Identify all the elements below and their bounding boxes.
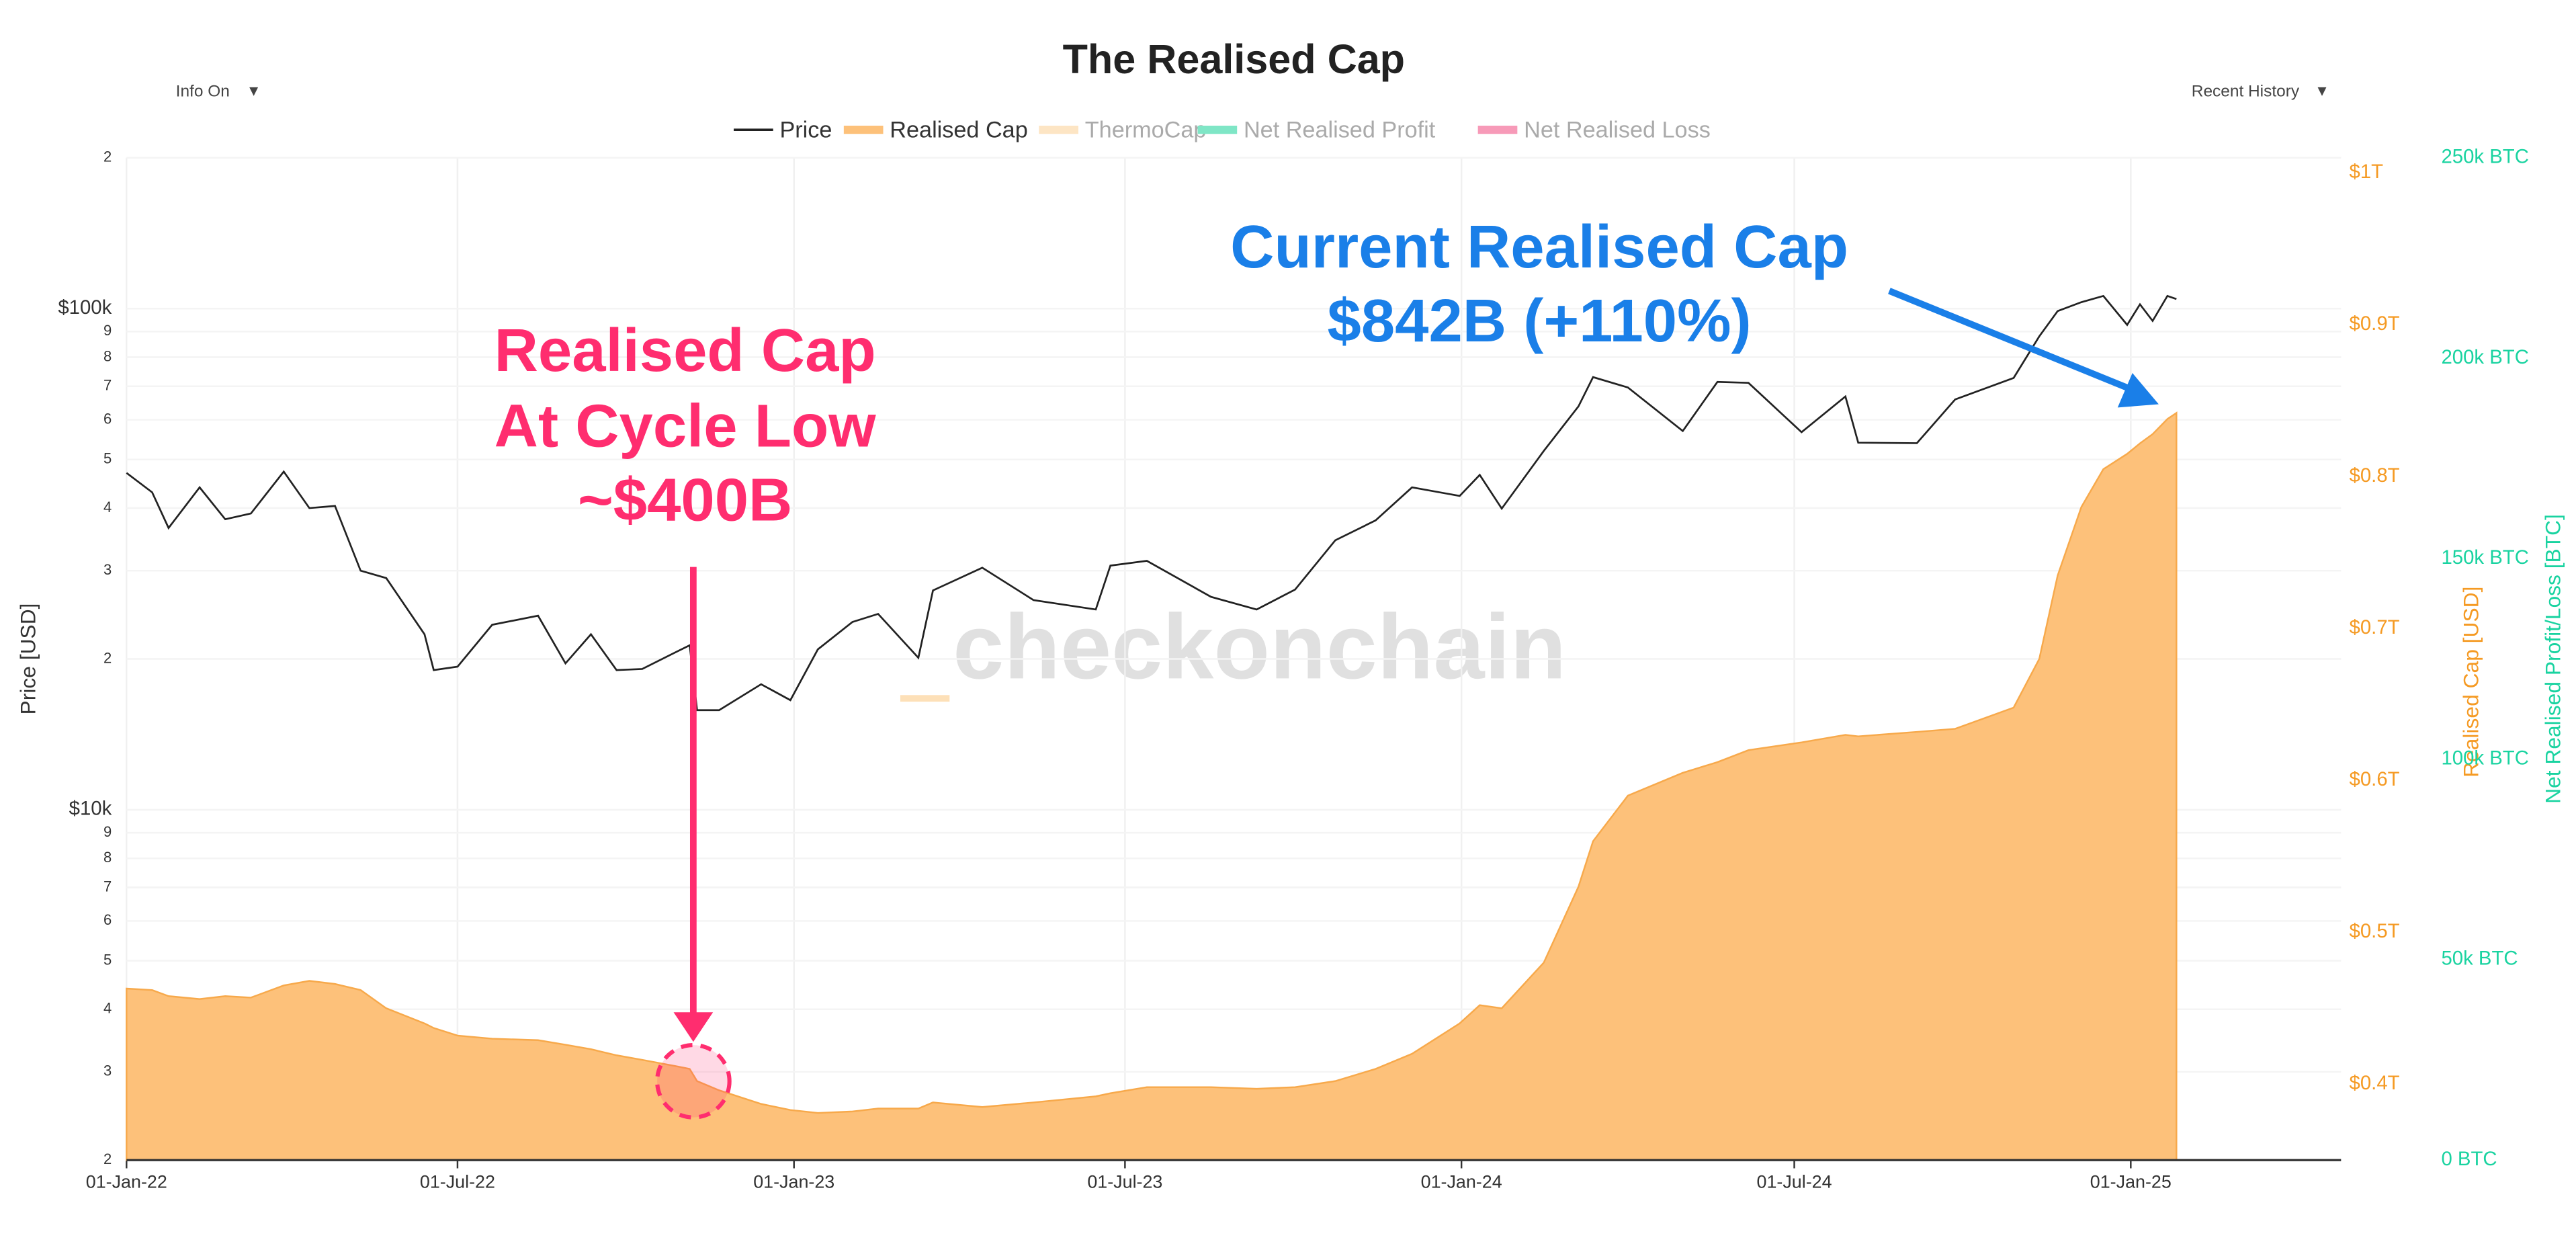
annotations: Realised Cap At Cycle Low ~$400B Current…	[495, 213, 2159, 1120]
annotation: Realised Cap	[495, 317, 876, 384]
x-tick-label: 01-Jan-25	[2090, 1172, 2172, 1192]
y3-axis-title: Net Realised Profit/Loss [BTC]	[2541, 514, 2565, 804]
y-tick-label: 6	[103, 410, 112, 427]
y3-tick-label: 250k BTC	[2441, 145, 2528, 167]
x-tick-label: 01-Jan-22	[86, 1172, 167, 1192]
y2-tick-label: $0.8T	[2350, 464, 2400, 487]
y-tick-label: $100k	[58, 296, 112, 319]
y3-tick-label: 150k BTC	[2441, 546, 2528, 569]
y-tick-label: 9	[103, 823, 112, 840]
dropdown-label[interactable]: Info On	[176, 82, 230, 100]
watermark-dash	[900, 695, 950, 702]
legend-label[interactable]: Price	[779, 118, 832, 143]
dropdown-caret[interactable]: ▼	[247, 83, 261, 99]
legend-label[interactable]: ThermoCap	[1085, 118, 1207, 143]
legend-item[interactable]: Net Realised Profit	[1197, 118, 1436, 143]
x-tick-label: 01-Jul-22	[420, 1172, 495, 1192]
y-axis-title: Price [USD]	[15, 603, 40, 715]
arrow-head	[673, 1012, 714, 1042]
y-tick-label: $10k	[69, 798, 112, 820]
legend-item[interactable]: Price	[734, 118, 832, 143]
legend-label[interactable]: Realised Cap	[890, 118, 1027, 143]
y-tick-label: 3	[103, 561, 112, 578]
y-tick-label: 4	[103, 1000, 112, 1017]
y-tick-label: 2	[103, 149, 112, 165]
annotation: $842B (+110%)	[1328, 287, 1752, 355]
arrow-head	[2117, 373, 2159, 408]
y-tick-label: 5	[103, 951, 112, 968]
plot: 01-Jan-22 01-Jul-22 01-Jan-23 01-Jul-23 01-J…	[58, 145, 2529, 1192]
y-tick-label: 3	[103, 1062, 112, 1079]
legend-item[interactable]: ThermoCap	[1039, 118, 1206, 143]
y-tick-label: 9	[103, 322, 112, 339]
y2-axis-title: Realised Cap [USD]	[2458, 587, 2483, 778]
annotation: At Cycle Low	[495, 392, 877, 460]
x-tick-label: 01-Jul-24	[1756, 1172, 1832, 1192]
dropdown-label[interactable]: Recent History	[2192, 82, 2300, 100]
y2-tick-label: $0.5T	[2350, 920, 2400, 942]
y-tick-label: 8	[103, 347, 112, 364]
y2-tick-label: $0.9T	[2350, 312, 2400, 335]
legend-item[interactable]: Net Realised Loss	[1477, 118, 1711, 143]
y-tick-label: 7	[103, 878, 112, 894]
y3-tick-label: 0 BTC	[2441, 1148, 2497, 1170]
x-tick-label: 01-Jan-23	[753, 1172, 834, 1192]
price-line	[126, 294, 2177, 712]
legend-label[interactable]: Net Realised Profit	[1244, 118, 1436, 143]
watermark: checkonchain	[953, 595, 1566, 698]
highlight-circle	[655, 1043, 732, 1120]
y3-tick-label: 200k BTC	[2441, 346, 2528, 368]
y3-tick-label: 100k BTC	[2441, 747, 2528, 769]
arrow	[1888, 288, 2129, 391]
y-tick-label: 5	[103, 450, 112, 467]
y-tick-label: 8	[103, 849, 112, 866]
y-tick-label: 6	[103, 911, 112, 928]
x-tick-label: 01-Jan-24	[1421, 1172, 1502, 1192]
annotation: ~$400B	[578, 466, 792, 534]
y-tick-label: 7	[103, 377, 112, 394]
annotation: Current Realised Cap	[1230, 213, 1848, 281]
y2-tick-label: $0.4T	[2350, 1072, 2400, 1094]
info-dropdown[interactable]: Info On ▼	[176, 82, 261, 100]
y2-tick-label: $0.7T	[2350, 616, 2400, 638]
legend-item[interactable]: Realised Cap	[843, 118, 1028, 143]
x-tick-label: 01-Jul-23	[1087, 1172, 1162, 1192]
y2-tick-label: $1T	[2350, 161, 2384, 183]
y-tick-label: 2	[103, 649, 112, 666]
chart-title: The Realised Cap	[1063, 36, 1405, 82]
legend: Price Realised Cap ThermoCap Net Realised P…	[734, 118, 1711, 143]
y-tick-label: 4	[103, 499, 112, 515]
dropdown-caret[interactable]: ▼	[2315, 83, 2329, 99]
y3-tick-label: 50k BTC	[2441, 948, 2518, 970]
range-dropdown[interactable]: Recent History ▼	[2192, 82, 2329, 100]
y-tick-label: 2	[103, 1151, 112, 1167]
y2-tick-label: $0.6T	[2350, 768, 2400, 790]
legend-label[interactable]: Net Realised Loss	[1524, 118, 1711, 143]
realised-cap-area	[126, 411, 2178, 1161]
